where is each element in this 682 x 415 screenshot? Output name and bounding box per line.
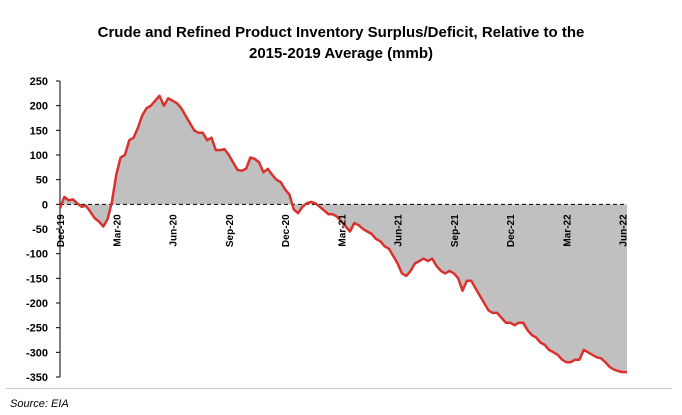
x-tick-label: Jun-21 [394,214,405,247]
y-tick-label: -350 [26,372,48,384]
chart-subtitle: 2015-2019 Average (mmb) [249,45,433,62]
y-tick-label: -50 [32,224,48,236]
chart-title: Crude and Refined Product Inventory Surp… [97,24,585,41]
footer-divider [6,388,672,389]
chart-title-block: Crude and Refined Product Inventory Surp… [0,22,682,64]
x-axis: Dec-19 Mar-20 Jun-20 Sep-20 Dec-20 Mar-21 Jun-… [56,214,630,247]
y-tick-label: 150 [30,125,48,137]
source-note: Source: EIA [10,398,69,410]
y-tick-label: -250 [26,323,48,335]
x-tick-label: Jun-20 [169,214,180,247]
y-tick-label: 250 [30,76,48,88]
x-tick-label: Dec-21 [506,214,517,247]
x-tick-label: Jun-22 [619,214,630,247]
y-tick-label: -200 [26,298,48,310]
y-tick-label: 200 [30,101,48,113]
x-tick-label: Dec-19 [56,214,67,247]
y-tick-label: 100 [30,150,48,162]
plot-area [58,94,627,374]
y-tick-label: -150 [26,273,48,285]
y-tick-label: -100 [26,249,48,261]
x-tick-label: Sep-20 [225,214,236,247]
series-line [58,94,627,374]
x-tick-label: Sep-21 [450,214,461,247]
y-tick-label: 50 [36,175,48,187]
x-tick-label: Mar-22 [562,214,573,247]
x-tick-label: Dec-20 [281,214,292,247]
y-axis: 250 200 150 100 50 0 -50 -100 -150 -200 -250 -300 -3… [26,76,61,384]
y-tick-label: -300 [26,347,48,359]
y-tick-label: 0 [42,199,48,211]
x-tick-label: Mar-20 [112,214,123,247]
x-tick-label: Mar-21 [337,214,348,247]
